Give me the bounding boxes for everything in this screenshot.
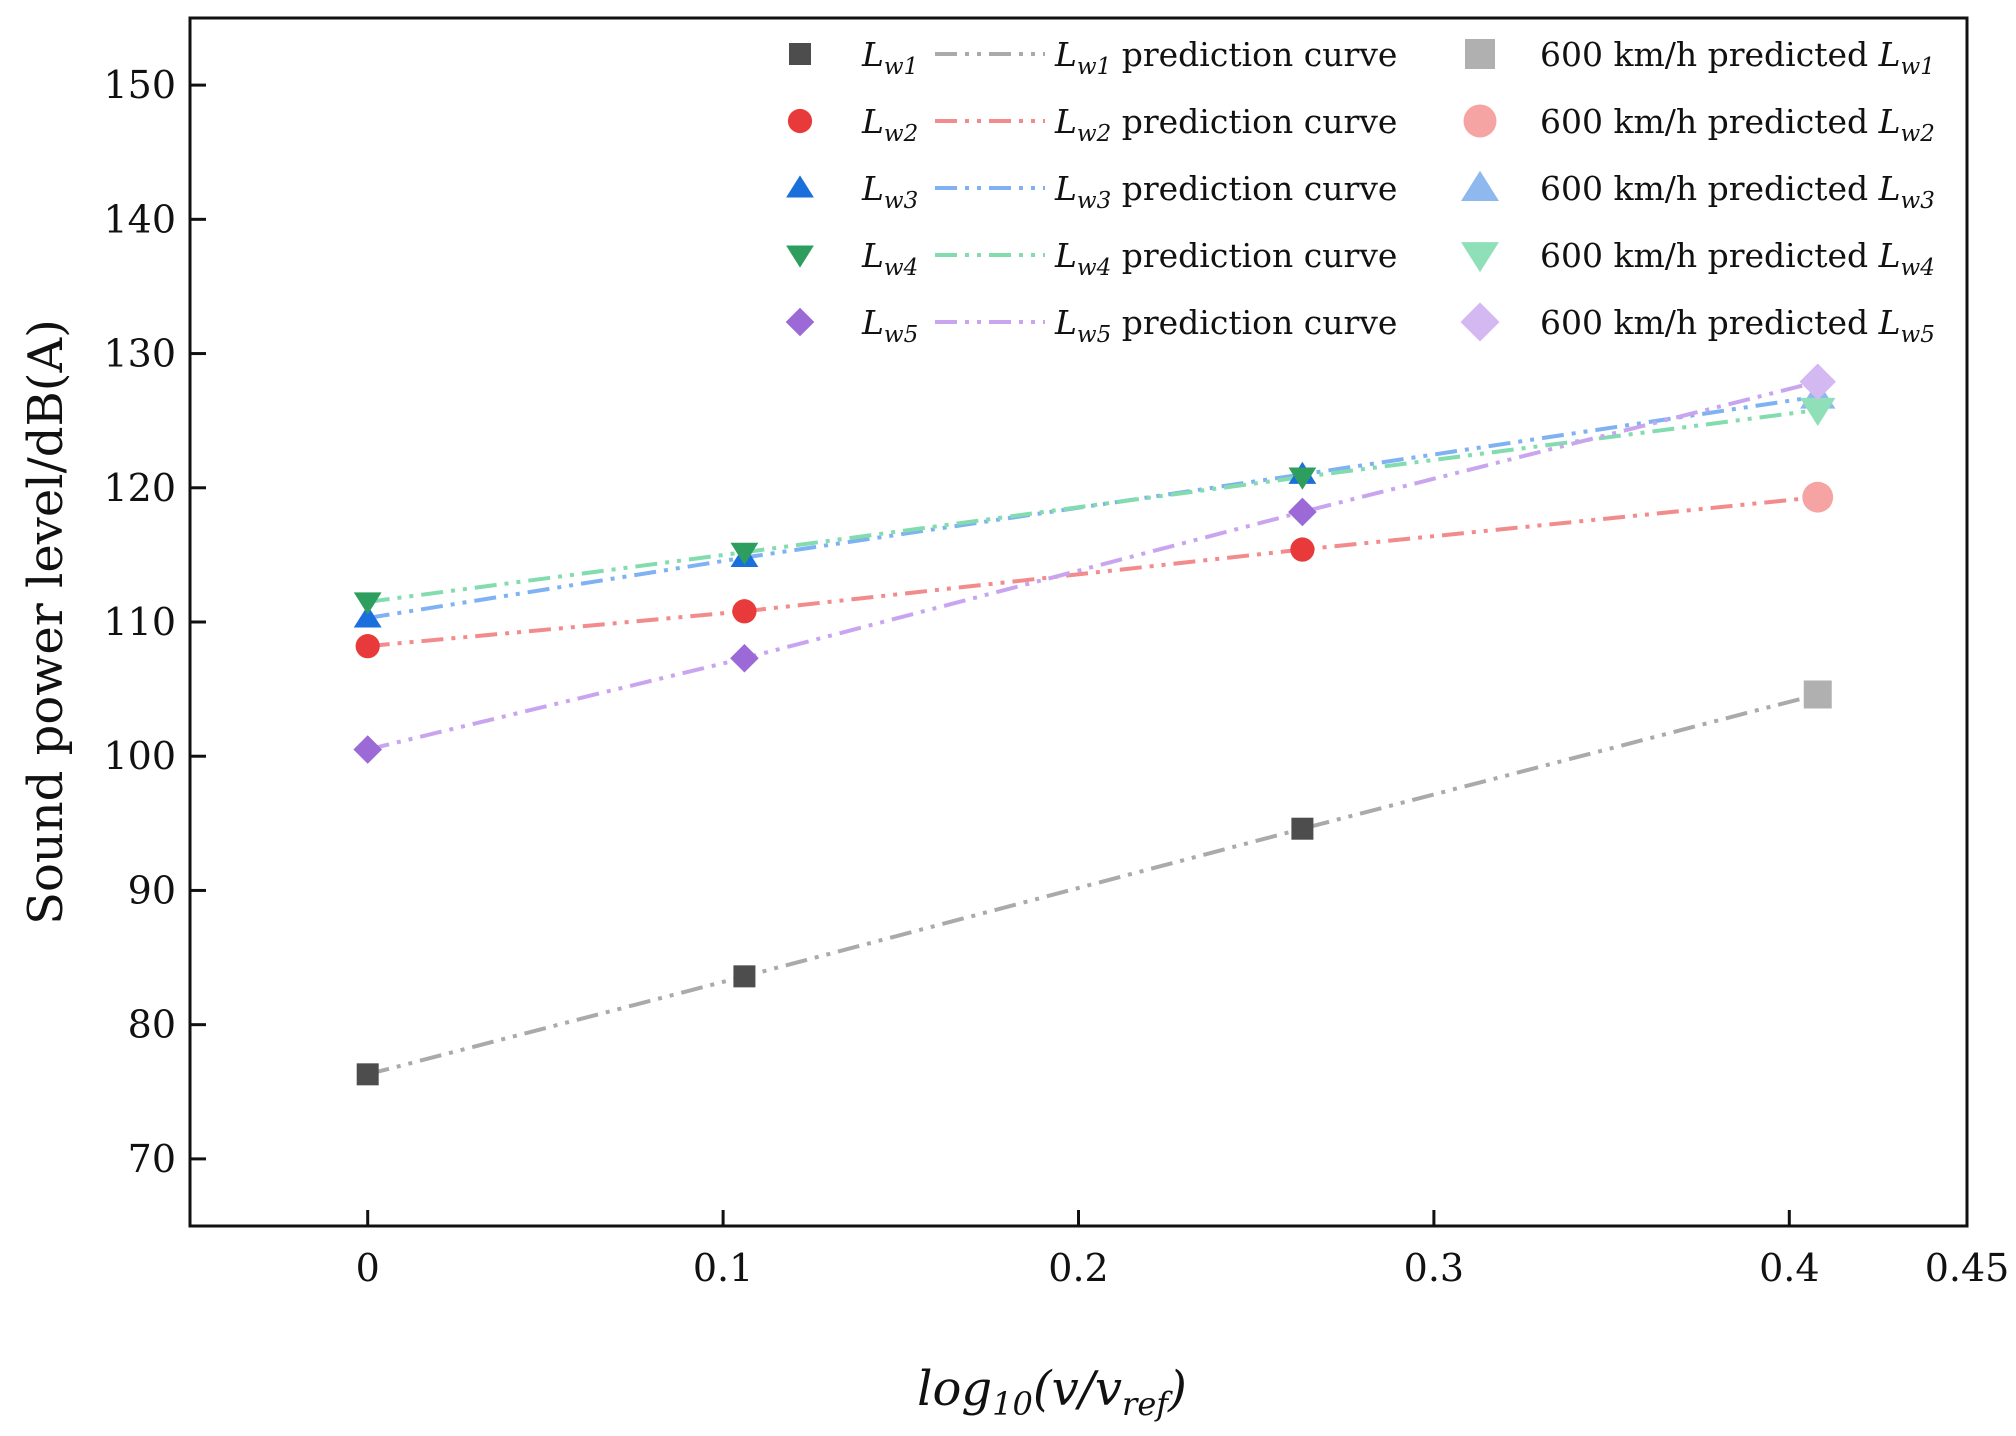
legend-label: Lw4: [861, 236, 918, 281]
y-tick-label: 100: [103, 734, 176, 778]
legend-label: Lw1: [861, 35, 918, 80]
lw2-predicted-point: [1802, 481, 1834, 513]
lw4-prediction-curve: [367, 407, 1818, 604]
legend-label: Lw4 prediction curve: [1054, 236, 1397, 281]
legend-label: Lw5: [861, 303, 918, 348]
lw2-point: [1290, 537, 1315, 562]
legend-lw2-predicted-marker: [1463, 104, 1497, 138]
y-axis-label: Sound power level/dB(A): [18, 319, 74, 925]
legend-label: 600 km/h predicted Lw2: [1540, 102, 1935, 147]
legend-label: 600 km/h predicted Lw3: [1540, 169, 1935, 214]
lw2-prediction-curve: [367, 495, 1818, 649]
x-axis-label: log10(v/vref): [917, 1361, 1187, 1423]
lw1-point: [1291, 817, 1314, 840]
legend-label: Lw1 prediction curve: [1054, 35, 1397, 80]
legend-lw5-predicted-marker: [1460, 302, 1500, 342]
lw3-point: [353, 605, 382, 628]
lw1-predicted-point: [1803, 680, 1832, 709]
y-tick-label: 70: [128, 1137, 176, 1181]
y-tick-label: 110: [103, 600, 176, 644]
lw1-prediction-curve: [367, 692, 1819, 1077]
legend-lw4-predicted-marker: [1461, 242, 1499, 273]
lw3-prediction-curve: [367, 394, 1819, 620]
x-tick-label: 0: [356, 1246, 380, 1290]
legend-label: Lw2: [861, 102, 918, 147]
legend-label: Lw5 prediction curve: [1054, 303, 1397, 348]
lw4-point: [730, 542, 759, 565]
legend-label: 600 km/h predicted Lw5: [1540, 303, 1935, 348]
lw5-point: [353, 735, 382, 764]
legend-label: Lw2 prediction curve: [1054, 102, 1397, 147]
legend-lw5-marker: [785, 307, 815, 337]
lw5-prediction-curve: [367, 379, 1819, 752]
legend-lw1-marker: [789, 43, 811, 65]
legend-lw1-predicted-marker: [1465, 39, 1495, 69]
legend-label: Lw3 prediction curve: [1054, 169, 1397, 214]
y-tick-label: 150: [103, 63, 176, 107]
lw4-predicted-point: [1800, 397, 1836, 427]
x-tick-label: 0.45: [1925, 1246, 2010, 1290]
x-tick-label: 0.3: [1404, 1246, 1464, 1290]
legend-label: 600 km/h predicted Lw1: [1540, 35, 1935, 80]
legend-lw3-predicted-marker: [1461, 170, 1499, 201]
lw1-point: [356, 1063, 379, 1086]
lw1-point: [733, 965, 756, 988]
x-tick-label: 0.4: [1759, 1246, 1819, 1290]
legend-lw2-marker: [787, 108, 813, 134]
y-tick-label: 130: [103, 332, 176, 376]
lw4-point: [1288, 467, 1317, 490]
x-tick-label: 0.2: [1048, 1246, 1108, 1290]
lw5-predicted-point: [1799, 363, 1836, 400]
legend-lw3-marker: [786, 175, 814, 198]
lw4-point: [353, 592, 382, 615]
lw2-point: [355, 634, 380, 659]
lw5-point: [730, 643, 759, 673]
lw2-point: [732, 599, 757, 624]
lw5-point: [1288, 497, 1317, 527]
x-tick-label: 0.1: [693, 1246, 753, 1290]
legend: Lw1 Lw1 prediction curve 600 km/h predicte…: [785, 35, 1935, 348]
y-tick-label: 80: [128, 1003, 176, 1047]
y-tick-label: 120: [103, 466, 176, 510]
legend-lw4-marker: [786, 245, 814, 268]
legend-label: Lw3: [861, 169, 918, 214]
legend-label: 600 km/h predicted Lw4: [1540, 236, 1935, 281]
y-tick-label: 90: [128, 868, 176, 912]
y-tick-label: 140: [103, 197, 176, 241]
